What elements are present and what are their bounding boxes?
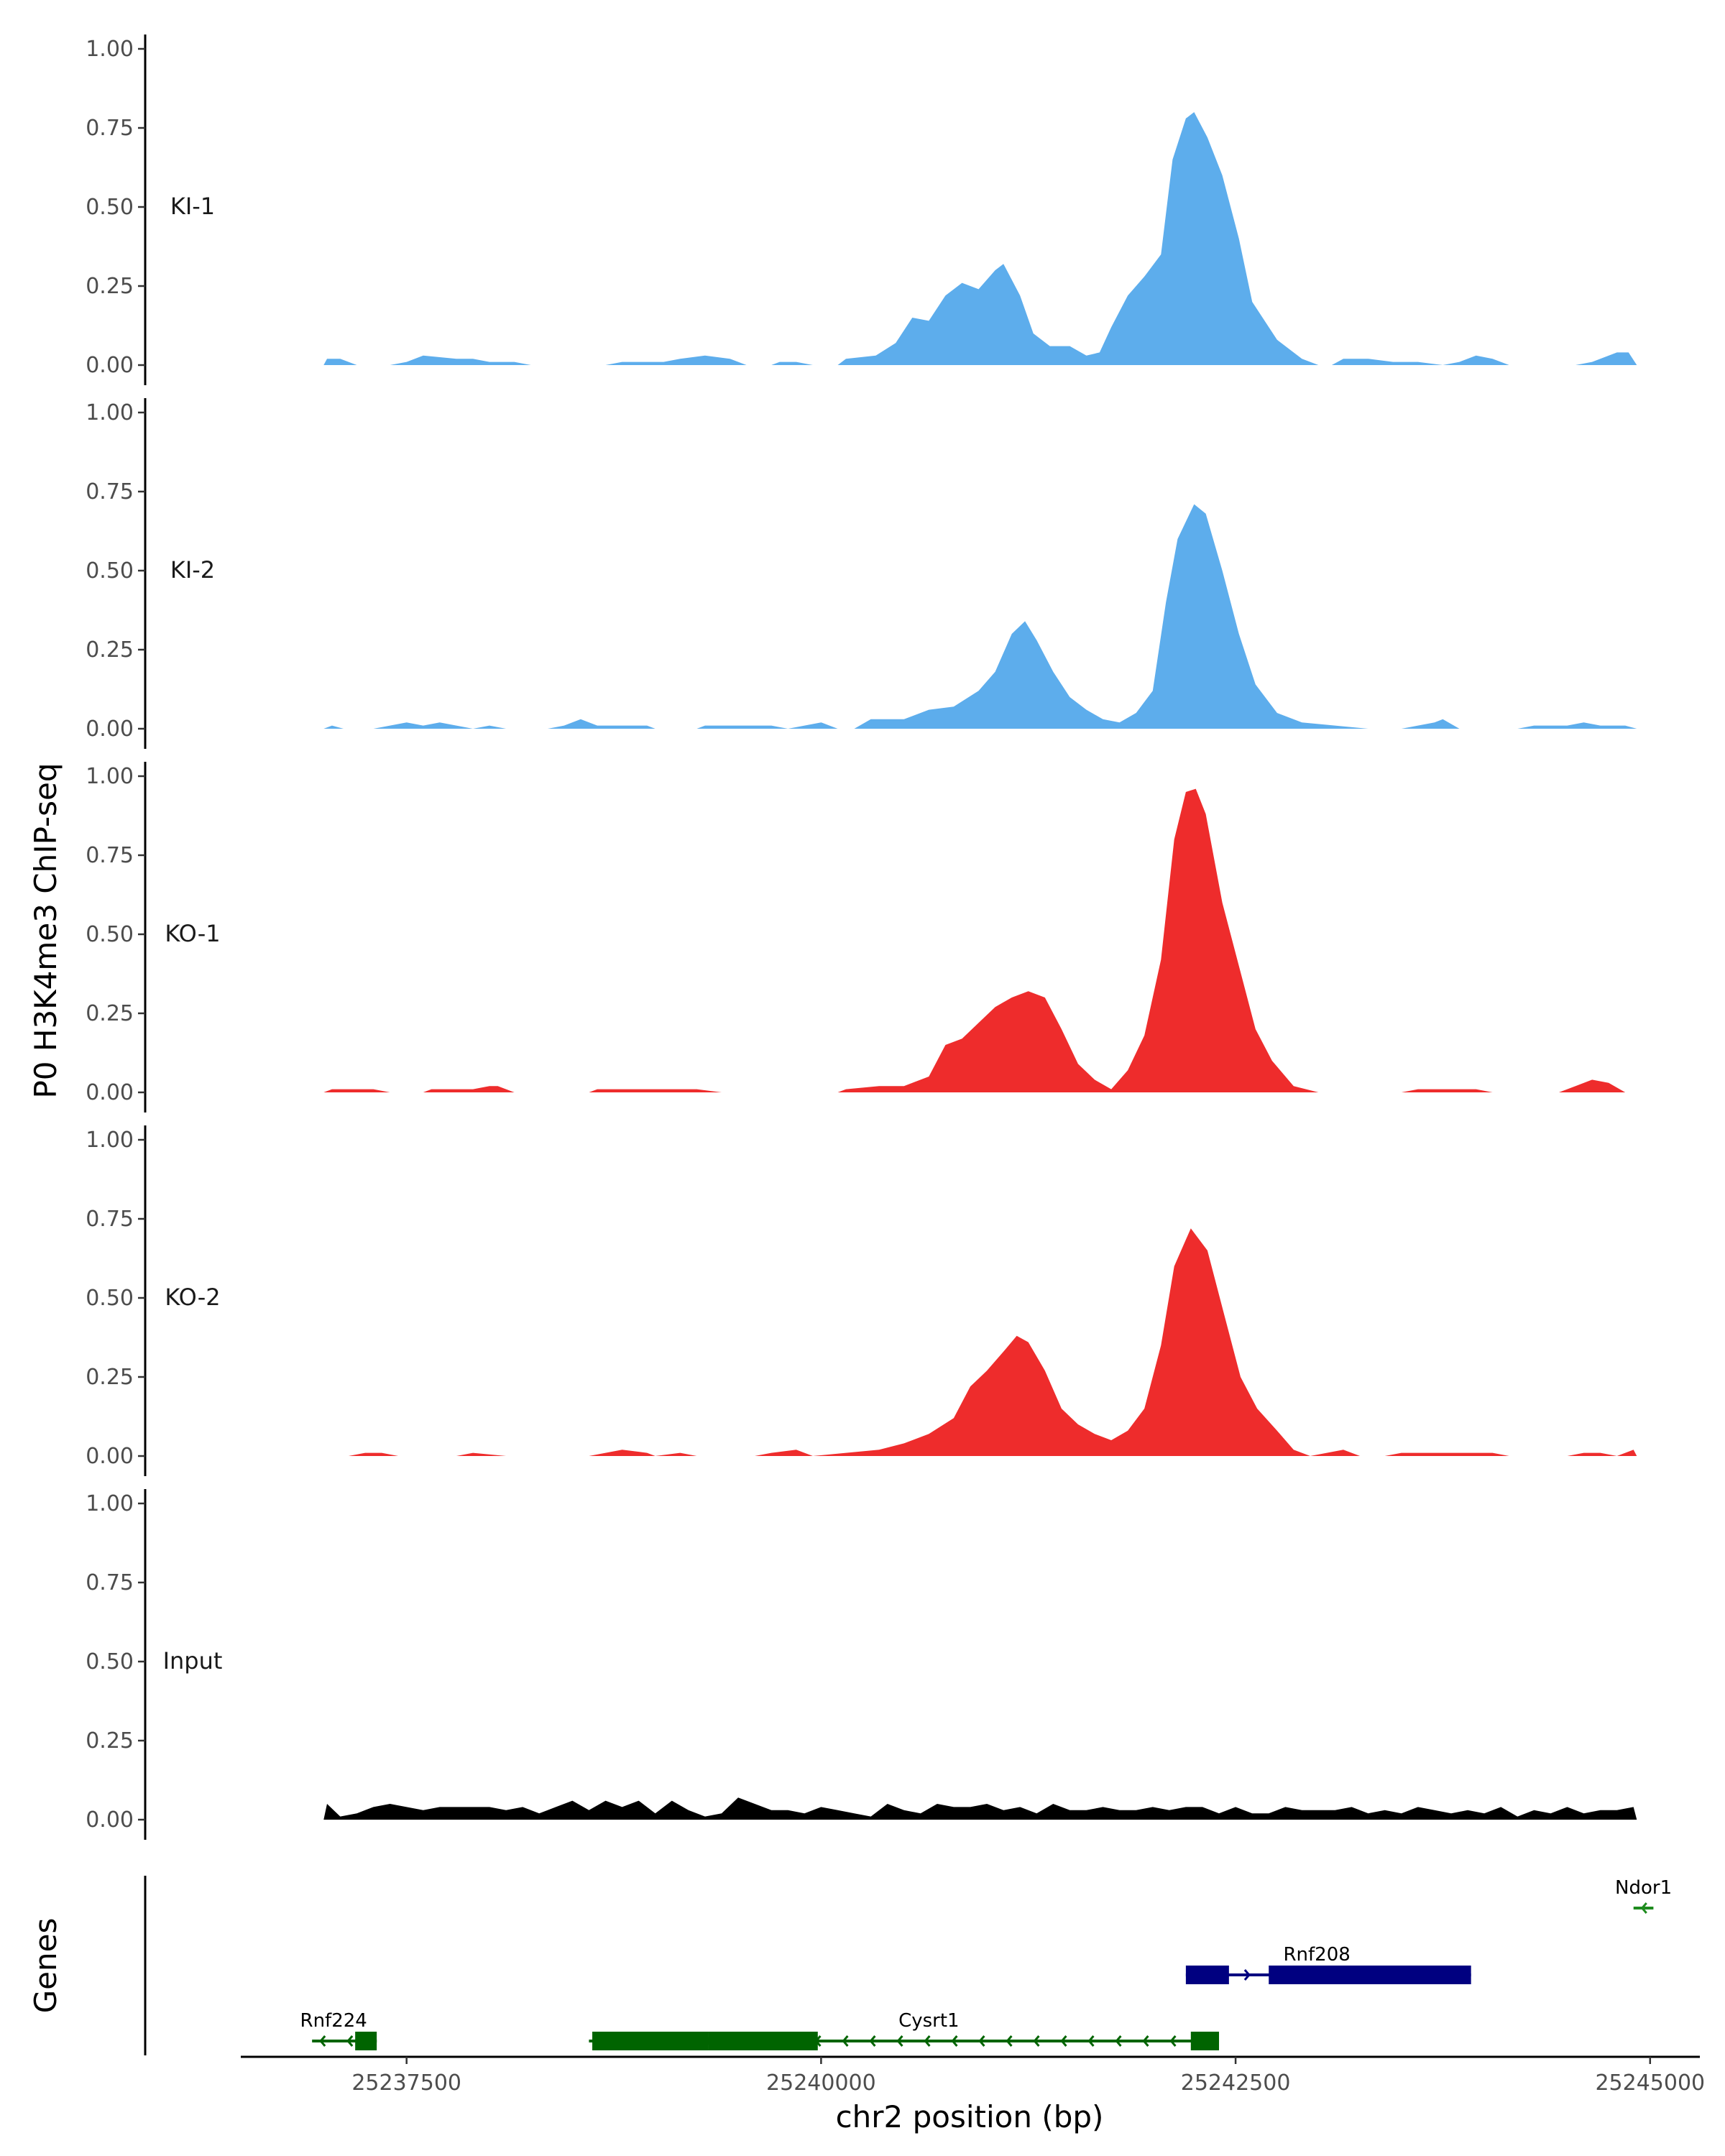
y-tick-label: 0.00 (86, 1444, 134, 1469)
track-ko-1-panel: 0.00 0.25 0.50 0.75 1.00 KO-1 (86, 762, 1626, 1112)
gene-track-title: Genes (28, 1918, 63, 2014)
strand-arrow (319, 2035, 326, 2047)
y-tick-label: 0.75 (86, 116, 134, 141)
strand-arrow (1640, 1902, 1647, 1914)
track-label: KO-2 (165, 1284, 220, 1311)
gene-exon (592, 2032, 709, 2050)
track-label: KO-1 (165, 920, 220, 947)
strand-arrow (346, 2035, 354, 2047)
y-tick-label: 0.00 (86, 717, 134, 742)
y-tick-label: 1.00 (86, 37, 134, 62)
gene-rnf224: Rnf224 (300, 2010, 377, 2050)
strand-arrow (924, 2035, 931, 2047)
gene-label: Rnf224 (300, 2010, 367, 2032)
y-tick-label: 0.50 (86, 195, 134, 220)
track-label: KI-1 (170, 193, 215, 220)
strand-arrow (1243, 1969, 1251, 1981)
gene-exon (1185, 1966, 1229, 1984)
signal-area (323, 1797, 1637, 1820)
signal-tracks: 0.00 0.25 0.50 0.75 1.00 KI-1 0.00 0.25 0.50 0.75… (86, 34, 1637, 1840)
strand-arrow (1087, 2035, 1095, 2047)
gene-ndor1: Ndor1 (1615, 1877, 1672, 1914)
y-tick-label: 0.00 (86, 353, 134, 378)
gene-track: Genes Ndor1 Rnf208 Rnf224 Cysrt1 (28, 1876, 1672, 2055)
y-tick-label: 1.00 (86, 1491, 134, 1516)
strand-arrow (951, 2035, 958, 2047)
y-tick-label: 0.25 (86, 274, 134, 299)
track-ko-2-panel: 0.00 0.25 0.50 0.75 1.00 KO-2 (86, 1125, 1637, 1476)
strand-arrow (1006, 2035, 1013, 2047)
gene-exon (355, 2032, 377, 2050)
x-axis-title: chr2 position (bp) (836, 2099, 1104, 2134)
x-tick-label: 25240000 (766, 2070, 876, 2096)
signal-area (348, 1228, 1637, 1456)
y-tick-label: 0.25 (86, 637, 134, 663)
y-tick-label: 0.50 (86, 558, 134, 584)
track-ki-2-panel: 0.00 0.25 0.50 0.75 1.00 KI-2 (86, 398, 1637, 749)
strand-arrow (842, 2035, 849, 2047)
gene-exon (1269, 1966, 1471, 1984)
signal-area (323, 788, 1626, 1092)
gene-exon (708, 2032, 818, 2050)
gene-label: Cysrt1 (898, 2010, 960, 2032)
gene-label: Rnf208 (1283, 1944, 1350, 1966)
y-tick-label: 0.25 (86, 1001, 134, 1026)
strand-arrow (1169, 2035, 1177, 2047)
signal-area (323, 504, 1637, 729)
y-tick-label: 0.50 (86, 922, 134, 947)
y-tick-label: 0.75 (86, 1207, 134, 1232)
y-tick-label: 1.00 (86, 1128, 134, 1153)
track-ki-1-panel: 0.00 0.25 0.50 0.75 1.00 KI-1 (86, 34, 1637, 385)
track-label: Input (163, 1647, 223, 1674)
y-tick-label: 0.75 (86, 479, 134, 505)
gene-cysrt1: Cysrt1 (589, 2010, 1220, 2050)
x-tick-label: 25242500 (1181, 2070, 1291, 2096)
y-tick-label: 0.25 (86, 1365, 134, 1390)
gene-rnf208: Rnf208 (1185, 1944, 1471, 1984)
y-tick-label: 0.75 (86, 1570, 134, 1595)
x-tick-label: 25245000 (1595, 2070, 1705, 2096)
y-tick-label: 0.25 (86, 1728, 134, 1754)
signal-area (323, 112, 1637, 365)
x-tick-label: 25237500 (351, 2070, 461, 2096)
gene-exon (1190, 2032, 1220, 2050)
gene-label: Ndor1 (1615, 1877, 1672, 1899)
y-tick-label: 1.00 (86, 400, 134, 425)
strand-arrow (978, 2035, 985, 2047)
track-input-panel: 0.00 0.25 0.50 0.75 1.00 Input (86, 1489, 1637, 1840)
strand-arrow (1115, 2035, 1122, 2047)
track-label: KI-2 (170, 556, 215, 584)
y-tick-label: 0.50 (86, 1286, 134, 1311)
x-axis: 25237500 25240000 25242500 25245000 (241, 2055, 1705, 2096)
y-tick-label: 0.00 (86, 1807, 134, 1833)
strand-arrow (896, 2035, 903, 2047)
strand-arrow (1142, 2035, 1149, 2047)
y-tick-label: 0.00 (86, 1080, 134, 1105)
y-tick-label: 0.75 (86, 843, 134, 868)
y-axis-title: P0 H3K4me3 ChIP-seq (28, 763, 63, 1098)
y-tick-label: 0.50 (86, 1649, 134, 1674)
strand-arrow (1060, 2035, 1067, 2047)
y-tick-label: 1.00 (86, 764, 134, 789)
strand-arrow (1033, 2035, 1040, 2047)
strand-arrow (869, 2035, 876, 2047)
